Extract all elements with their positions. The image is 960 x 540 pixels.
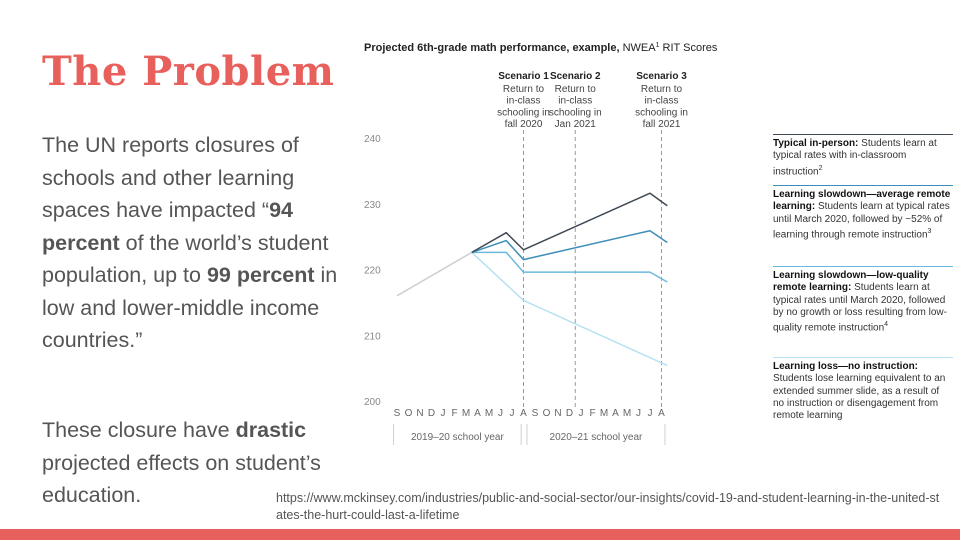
scenario-description: in-class — [507, 96, 541, 107]
x-tick-label: M — [462, 408, 470, 419]
school-year-bracket — [393, 424, 522, 445]
effects-paragraph: These closure have drastic projected eff… — [42, 414, 332, 512]
legend-item: Typical in-person: Students learn at typ… — [773, 138, 951, 178]
p1-text-2: of the world’s student population, up to — [42, 230, 329, 288]
p2-text-2: projected effects on student’s education… — [42, 450, 321, 508]
legend-footnote-marker: 3 — [927, 227, 932, 235]
scenario-description: fall 2020 — [505, 119, 543, 130]
x-tick-label: M — [623, 408, 631, 419]
scenario-description: Return to — [503, 84, 545, 95]
school-year-label: 2020–21 school year — [550, 432, 644, 443]
x-tick-label: J — [579, 408, 584, 419]
legend-item-text: Students learn at typical rates with in-… — [773, 138, 937, 177]
y-tick-label: 200 — [364, 397, 381, 408]
legend-item-title: Typical in-person: — [773, 138, 859, 149]
x-tick-label: D — [566, 408, 573, 419]
x-tick-label: O — [543, 408, 551, 419]
x-tick-label: F — [451, 408, 457, 419]
scenario-title: Scenario 2 — [550, 71, 601, 82]
scenario-title: Scenario 1 — [498, 71, 549, 82]
scenario-description: Jan 2021 — [555, 119, 597, 130]
chart-title-sup: 1 — [656, 42, 660, 49]
source-url[interactable]: https://www.mckinsey.com/industries/publ… — [276, 491, 940, 522]
x-tick-label: D — [428, 408, 435, 419]
p1-text-3: in low and lower-middle income countries… — [42, 263, 338, 352]
chart-title: Projected 6th-grade math performance, ex… — [364, 42, 718, 54]
x-tick-label: A — [658, 408, 665, 419]
scenario-description: schooling in — [497, 107, 550, 118]
legend-item-text: Students learn at typical rates until Ma… — [773, 282, 947, 334]
scenario-description: schooling in — [549, 107, 602, 118]
y-tick-label: 230 — [364, 200, 381, 211]
legend-item-title: Learning slowdown—low-quality remote lea… — [773, 270, 929, 294]
x-tick-label: A — [520, 408, 527, 419]
y-tick-label: 210 — [364, 331, 381, 342]
x-tick-label: J — [510, 408, 515, 419]
x-tick-label: O — [405, 408, 413, 419]
slide-title: The Problem — [42, 48, 335, 95]
scenario-description: Return to — [555, 84, 597, 95]
y-tick-label: 240 — [364, 134, 381, 145]
p1-text-1: The UN reports closures of schools and o… — [42, 133, 299, 222]
problem-paragraph: The UN reports closures of schools and o… — [42, 129, 342, 357]
x-tick-label: J — [636, 408, 641, 419]
x-tick-label: M — [600, 408, 608, 419]
legend-separator — [773, 266, 953, 267]
legend-item-text: Students lose learning equivalent to an … — [773, 373, 946, 422]
x-tick-label: F — [589, 408, 595, 419]
chart-title-end: RIT Scores — [660, 42, 718, 54]
x-tick-label: N — [554, 408, 561, 419]
x-tick-label: J — [648, 408, 653, 419]
school-year-bracket — [526, 424, 666, 445]
x-tick-label: M — [485, 408, 493, 419]
x-tick-label: S — [532, 408, 539, 419]
legend-separator — [773, 357, 953, 358]
y-tick-label: 220 — [364, 266, 381, 277]
x-tick-label: A — [612, 408, 619, 419]
bottom-accent-bar — [0, 529, 960, 540]
x-tick-label: A — [474, 408, 481, 419]
scenario-description: in-class — [558, 96, 592, 107]
legend-separator — [773, 185, 953, 186]
p1-bold-1: 94 percent — [42, 198, 293, 255]
legend-footnote-marker: 4 — [884, 321, 889, 329]
legend-separator — [773, 134, 953, 135]
x-tick-label: J — [441, 408, 446, 419]
x-tick-label: S — [394, 408, 401, 419]
legend-item-text: Students learn at typical rates until Ma… — [773, 201, 950, 241]
school-year-label: 2019–20 school year — [411, 432, 505, 443]
chart-title-bold: Projected 6th-grade math performance, ex… — [364, 42, 620, 54]
scenario-title: Scenario 3 — [636, 71, 687, 82]
series-line — [471, 192, 668, 254]
legend-item: Learning loss—no instruction: Students l… — [773, 361, 951, 422]
scenario-description: Return to — [641, 84, 683, 95]
x-tick-label: J — [498, 408, 503, 419]
legend-item-title: Learning loss—no instruction: — [773, 361, 919, 372]
series-line — [471, 251, 668, 283]
x-tick-label: N — [416, 408, 423, 419]
legend-item: Learning slowdown—average remote learnin… — [773, 189, 951, 242]
legend-item: Learning slowdown—low-quality remote lea… — [773, 270, 951, 335]
series-line — [471, 229, 668, 261]
chart-title-rest: NWEA — [620, 42, 657, 54]
baseline-series-line — [396, 251, 473, 297]
p2-bold-1: drastic — [235, 418, 307, 442]
p1-bold-2: 99 percent — [206, 263, 315, 287]
scenario-description: fall 2021 — [643, 119, 681, 130]
p2-text-1: These closure have — [42, 418, 236, 442]
scenario-description: schooling in — [635, 107, 688, 118]
legend-item-title: Learning slowdown—average remote learnin… — [773, 189, 951, 213]
scenario-description: in-class — [645, 96, 679, 107]
legend-footnote-marker: 2 — [818, 164, 823, 172]
series-line — [471, 251, 668, 367]
